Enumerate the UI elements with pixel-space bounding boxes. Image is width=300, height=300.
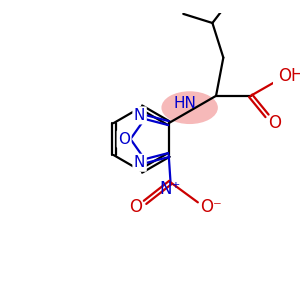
Text: N: N bbox=[134, 155, 145, 170]
Text: N: N bbox=[134, 108, 145, 123]
Text: O⁻: O⁻ bbox=[200, 198, 221, 216]
Text: O: O bbox=[129, 198, 142, 216]
Text: O: O bbox=[118, 132, 130, 147]
Ellipse shape bbox=[161, 91, 218, 124]
Text: N⁺: N⁺ bbox=[160, 180, 181, 198]
Text: HN: HN bbox=[174, 96, 196, 111]
Text: OH: OH bbox=[278, 67, 300, 85]
Text: O: O bbox=[268, 114, 281, 132]
